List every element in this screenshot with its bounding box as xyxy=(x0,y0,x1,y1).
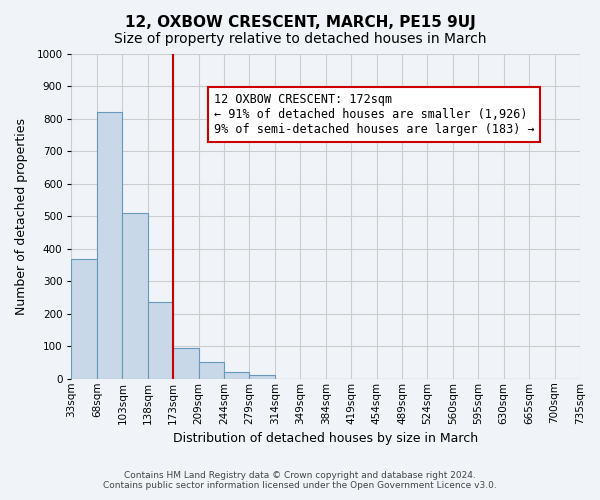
Bar xyxy=(224,372,250,379)
Bar xyxy=(199,362,224,379)
Text: Contains HM Land Registry data © Crown copyright and database right 2024.
Contai: Contains HM Land Registry data © Crown c… xyxy=(103,470,497,490)
Bar xyxy=(250,375,275,379)
Bar xyxy=(173,348,199,379)
Text: 12 OXBOW CRESCENT: 172sqm
← 91% of detached houses are smaller (1,926)
9% of sem: 12 OXBOW CRESCENT: 172sqm ← 91% of detac… xyxy=(214,93,535,136)
Bar xyxy=(71,258,97,379)
Text: 12, OXBOW CRESCENT, MARCH, PE15 9UJ: 12, OXBOW CRESCENT, MARCH, PE15 9UJ xyxy=(125,15,475,30)
Bar xyxy=(97,112,122,379)
Text: Size of property relative to detached houses in March: Size of property relative to detached ho… xyxy=(114,32,486,46)
Bar xyxy=(148,302,173,379)
Bar xyxy=(122,213,148,379)
X-axis label: Distribution of detached houses by size in March: Distribution of detached houses by size … xyxy=(173,432,478,445)
Y-axis label: Number of detached properties: Number of detached properties xyxy=(15,118,28,315)
